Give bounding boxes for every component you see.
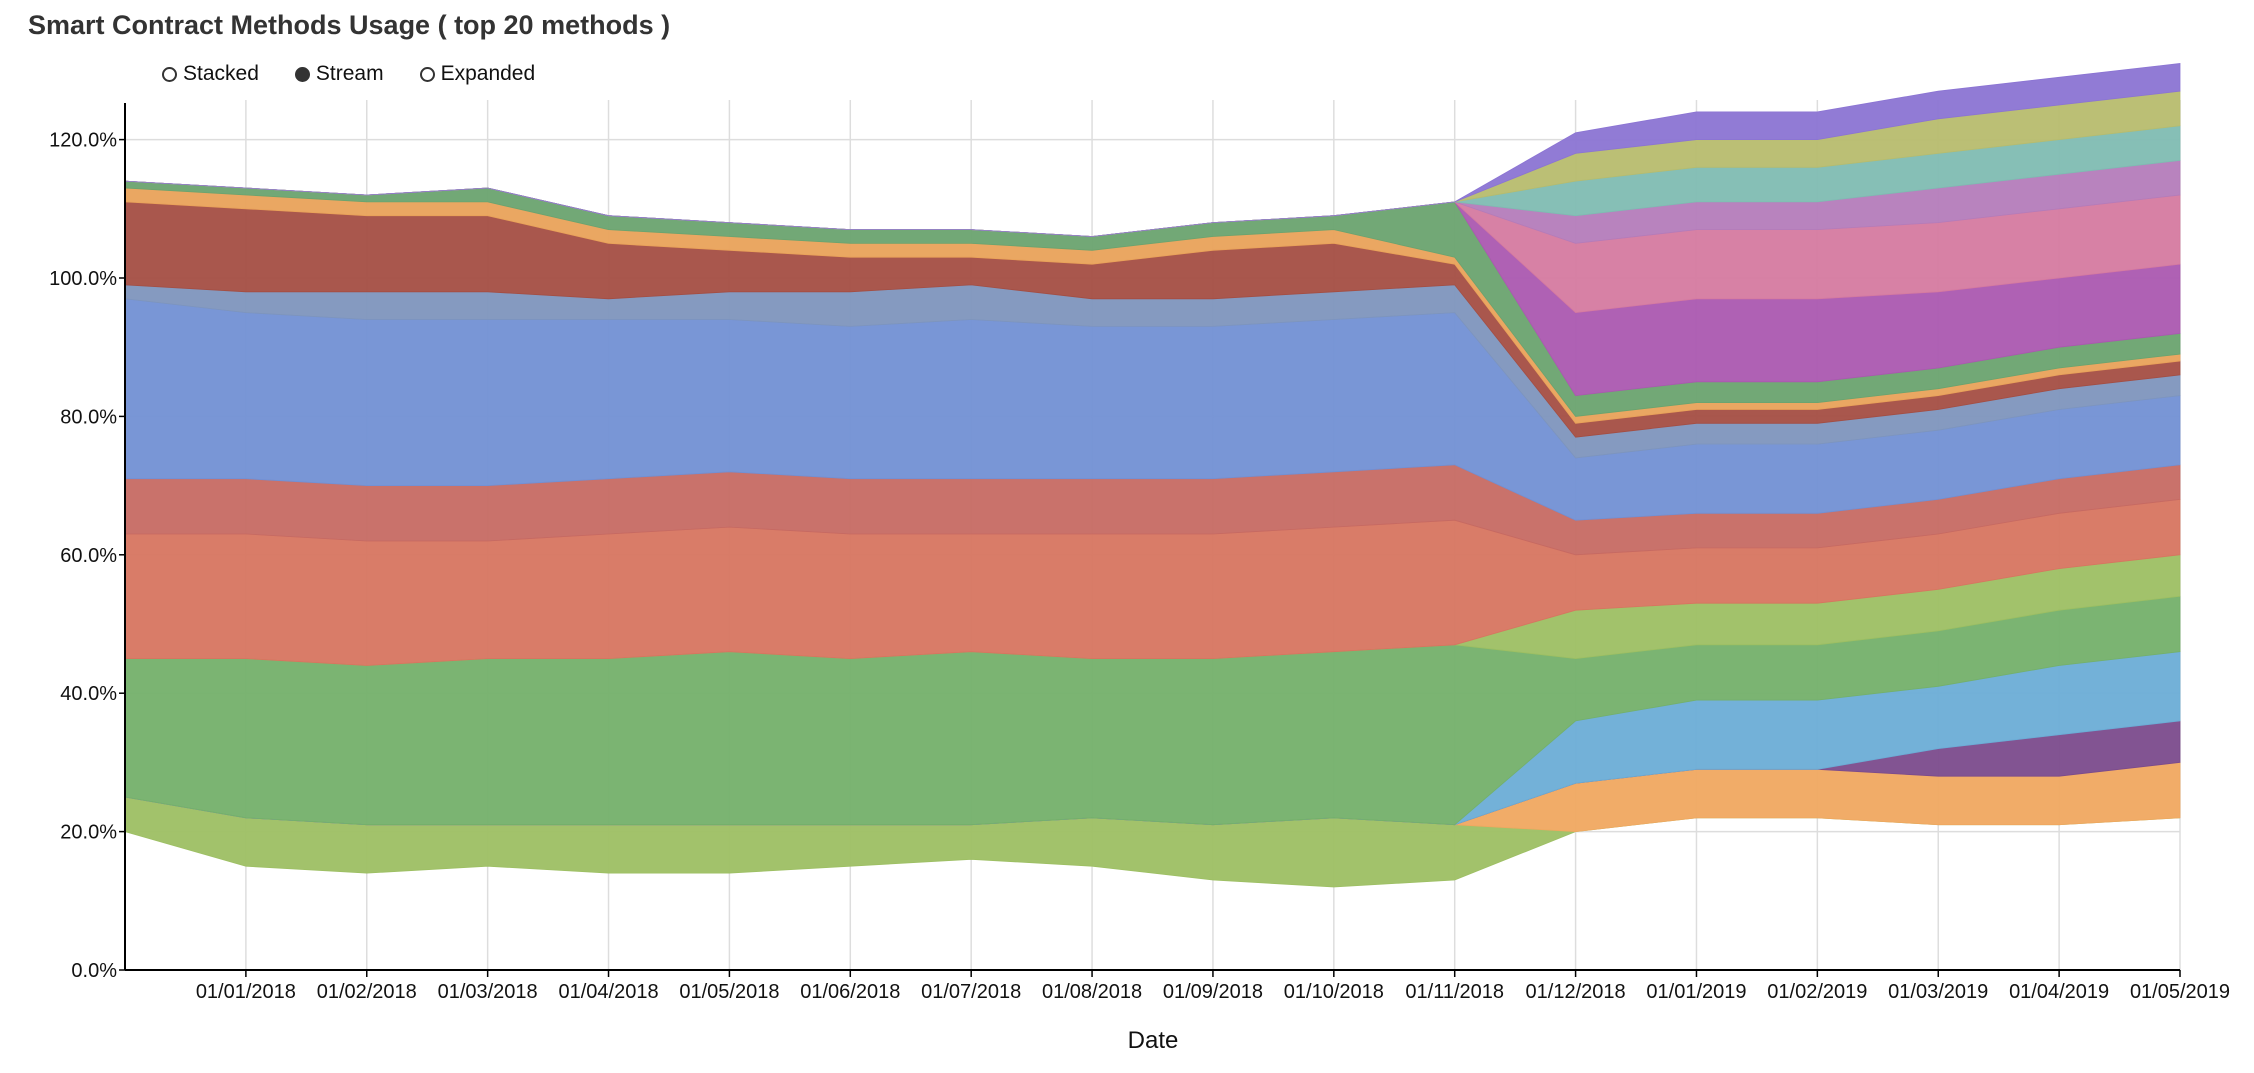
y-axis-ticks: 0.0% 20.0% 40.0% 60.0% 80.0% 100.0% 120.0% [49,130,125,982]
x-tick-label: 01/03/2018 [438,981,538,1003]
x-tick-label: 01/06/2018 [800,981,900,1003]
legend-option-expanded[interactable]: Expanded [419,62,536,86]
x-tick-label: 01/01/2018 [196,981,296,1003]
x-tick-label: 01/12/2018 [1526,981,1626,1003]
y-tick-label: 60.0% [60,545,117,567]
legend-label-stacked: Stacked [183,62,259,85]
x-tick-label: 01/08/2018 [1042,981,1142,1003]
x-tick-label: 01/02/2018 [317,981,417,1003]
area-method-19 [124,63,2181,237]
x-tick-label: 01/04/2018 [558,981,658,1003]
x-tick-label: 01/04/2019 [2009,981,2109,1003]
radio-expanded-icon [419,66,435,82]
x-axis-label: Date [1128,1027,1179,1054]
x-axis-ticks: 01/01/2018 01/02/2018 01/03/2018 01/04/2018… [196,970,2230,1003]
x-tick-label: 01/07/2018 [921,981,1021,1003]
y-tick-label: 80.0% [60,406,117,428]
y-tick-label: 100.0% [49,268,117,290]
x-tick-label: 01/05/2018 [679,981,779,1003]
radio-stream-icon [294,66,310,82]
x-tick-label: 01/11/2018 [1405,981,1504,1003]
legend-option-stacked[interactable]: Stacked [162,62,259,86]
x-tick-label: 01/09/2018 [1163,981,1263,1003]
legend-label-expanded: Expanded [440,62,536,85]
legend-label-stream: Stream [315,62,384,85]
y-tick-label: 120.0% [49,130,117,152]
chart-title: Smart Contract Methods Usage ( top 20 me… [28,10,671,40]
x-tick-label: 01/10/2018 [1284,981,1384,1003]
x-tick-label: 01/02/2019 [1767,981,1867,1003]
y-tick-label: 40.0% [60,683,117,705]
chart-mode-legend: Stacked Stream Expanded [162,62,535,86]
stream-areas [124,63,2181,888]
x-tick-label: 01/05/2019 [2130,981,2230,1003]
axes [124,103,2180,971]
x-tick-label: 01/03/2019 [1888,981,1988,1003]
radio-stacked-icon [162,66,177,82]
legend-option-stream[interactable]: Stream [294,62,384,86]
y-tick-label: 20.0% [60,822,117,844]
y-tick-label: 0.0% [71,960,117,982]
x-tick-label: 01/01/2019 [1646,981,1746,1003]
